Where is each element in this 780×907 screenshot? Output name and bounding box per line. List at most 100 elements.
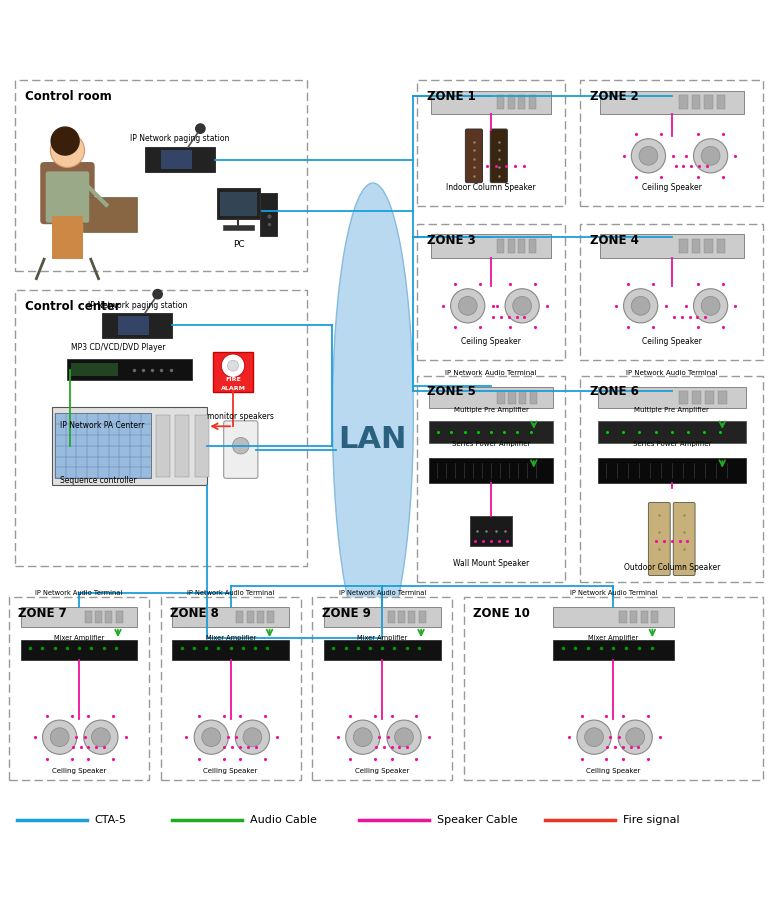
Text: ZONE 4: ZONE 4 bbox=[590, 233, 639, 247]
FancyBboxPatch shape bbox=[21, 640, 137, 660]
Text: Ceiling Speaker: Ceiling Speaker bbox=[461, 337, 521, 346]
FancyBboxPatch shape bbox=[673, 502, 695, 576]
Circle shape bbox=[623, 288, 658, 323]
FancyBboxPatch shape bbox=[417, 81, 565, 207]
FancyBboxPatch shape bbox=[417, 224, 565, 360]
Text: IP Network Audio Terminal: IP Network Audio Terminal bbox=[339, 590, 426, 596]
Circle shape bbox=[236, 720, 270, 755]
FancyBboxPatch shape bbox=[508, 391, 516, 405]
FancyBboxPatch shape bbox=[508, 239, 515, 253]
Circle shape bbox=[232, 437, 249, 454]
FancyBboxPatch shape bbox=[217, 188, 261, 219]
Text: PC: PC bbox=[232, 239, 244, 249]
FancyBboxPatch shape bbox=[67, 359, 192, 380]
FancyBboxPatch shape bbox=[497, 239, 505, 253]
FancyBboxPatch shape bbox=[172, 640, 289, 660]
Text: IP Network Audio Terminal: IP Network Audio Terminal bbox=[187, 590, 275, 596]
Text: Series Power Amplifier: Series Power Amplifier bbox=[633, 442, 711, 447]
FancyBboxPatch shape bbox=[16, 290, 307, 566]
FancyBboxPatch shape bbox=[419, 610, 426, 623]
FancyBboxPatch shape bbox=[118, 316, 149, 335]
FancyBboxPatch shape bbox=[55, 413, 151, 478]
Circle shape bbox=[353, 727, 372, 746]
FancyBboxPatch shape bbox=[399, 610, 406, 623]
FancyBboxPatch shape bbox=[580, 81, 763, 207]
FancyBboxPatch shape bbox=[429, 458, 553, 483]
FancyBboxPatch shape bbox=[497, 95, 505, 109]
FancyBboxPatch shape bbox=[717, 239, 725, 253]
Text: Control room: Control room bbox=[25, 90, 112, 102]
Text: CTA-5: CTA-5 bbox=[94, 815, 126, 825]
Circle shape bbox=[512, 297, 531, 316]
FancyBboxPatch shape bbox=[519, 391, 526, 405]
FancyBboxPatch shape bbox=[224, 421, 258, 478]
FancyBboxPatch shape bbox=[417, 375, 565, 581]
FancyBboxPatch shape bbox=[498, 391, 505, 405]
Text: Mixer Amplifier: Mixer Amplifier bbox=[588, 635, 639, 640]
Text: Speaker Cable: Speaker Cable bbox=[437, 815, 517, 825]
FancyBboxPatch shape bbox=[324, 607, 441, 627]
FancyBboxPatch shape bbox=[267, 610, 274, 623]
Circle shape bbox=[701, 297, 720, 316]
Text: Mixer Amplifier: Mixer Amplifier bbox=[357, 635, 407, 640]
FancyBboxPatch shape bbox=[717, 95, 725, 109]
Text: Ceiling Speaker: Ceiling Speaker bbox=[355, 767, 410, 774]
FancyBboxPatch shape bbox=[598, 421, 746, 443]
FancyBboxPatch shape bbox=[236, 610, 243, 623]
Text: IP Network paging station: IP Network paging station bbox=[87, 301, 187, 309]
FancyBboxPatch shape bbox=[176, 414, 190, 477]
FancyBboxPatch shape bbox=[718, 391, 727, 405]
Text: Ceiling Speaker: Ceiling Speaker bbox=[642, 337, 702, 346]
Circle shape bbox=[631, 297, 650, 316]
Text: Multiple Pre Amplifier: Multiple Pre Amplifier bbox=[454, 407, 529, 413]
Circle shape bbox=[577, 720, 611, 755]
FancyBboxPatch shape bbox=[52, 407, 207, 484]
FancyBboxPatch shape bbox=[692, 95, 700, 109]
Ellipse shape bbox=[332, 183, 413, 649]
FancyBboxPatch shape bbox=[172, 607, 289, 627]
FancyBboxPatch shape bbox=[257, 610, 264, 623]
FancyBboxPatch shape bbox=[220, 191, 257, 216]
FancyBboxPatch shape bbox=[598, 458, 746, 483]
FancyBboxPatch shape bbox=[324, 640, 441, 660]
FancyBboxPatch shape bbox=[9, 598, 149, 780]
Text: LAN: LAN bbox=[339, 425, 407, 454]
FancyBboxPatch shape bbox=[679, 95, 687, 109]
FancyBboxPatch shape bbox=[71, 364, 118, 375]
FancyBboxPatch shape bbox=[246, 610, 254, 623]
FancyBboxPatch shape bbox=[46, 171, 89, 222]
Text: Outdoor Column Speaker: Outdoor Column Speaker bbox=[623, 563, 720, 572]
FancyBboxPatch shape bbox=[530, 391, 537, 405]
Circle shape bbox=[51, 127, 79, 155]
FancyBboxPatch shape bbox=[508, 95, 515, 109]
Text: Series Power Amplifier: Series Power Amplifier bbox=[452, 442, 530, 447]
Circle shape bbox=[459, 297, 477, 316]
FancyBboxPatch shape bbox=[466, 129, 483, 182]
Text: Ceiling Speaker: Ceiling Speaker bbox=[204, 767, 258, 774]
Text: ZONE 3: ZONE 3 bbox=[427, 233, 475, 247]
FancyBboxPatch shape bbox=[431, 91, 551, 114]
Circle shape bbox=[83, 720, 118, 755]
Text: ZONE 5: ZONE 5 bbox=[427, 385, 475, 398]
Text: IP Network Audio Terminal: IP Network Audio Terminal bbox=[445, 370, 537, 375]
FancyBboxPatch shape bbox=[52, 217, 83, 259]
Text: ZONE 9: ZONE 9 bbox=[321, 607, 370, 619]
Circle shape bbox=[693, 139, 728, 173]
Text: IP Network Audio Terminal: IP Network Audio Terminal bbox=[626, 370, 718, 375]
Circle shape bbox=[618, 720, 652, 755]
FancyBboxPatch shape bbox=[312, 598, 452, 780]
FancyBboxPatch shape bbox=[21, 607, 137, 627]
FancyBboxPatch shape bbox=[491, 129, 507, 182]
Circle shape bbox=[153, 289, 162, 298]
Circle shape bbox=[639, 146, 658, 165]
Circle shape bbox=[228, 360, 239, 371]
Text: FIRE: FIRE bbox=[225, 377, 241, 382]
Circle shape bbox=[194, 720, 229, 755]
Text: Fire signal: Fire signal bbox=[623, 815, 680, 825]
FancyBboxPatch shape bbox=[580, 224, 763, 360]
FancyBboxPatch shape bbox=[161, 598, 300, 780]
FancyBboxPatch shape bbox=[692, 391, 701, 405]
Circle shape bbox=[451, 288, 485, 323]
FancyBboxPatch shape bbox=[41, 162, 94, 224]
FancyBboxPatch shape bbox=[600, 91, 743, 114]
